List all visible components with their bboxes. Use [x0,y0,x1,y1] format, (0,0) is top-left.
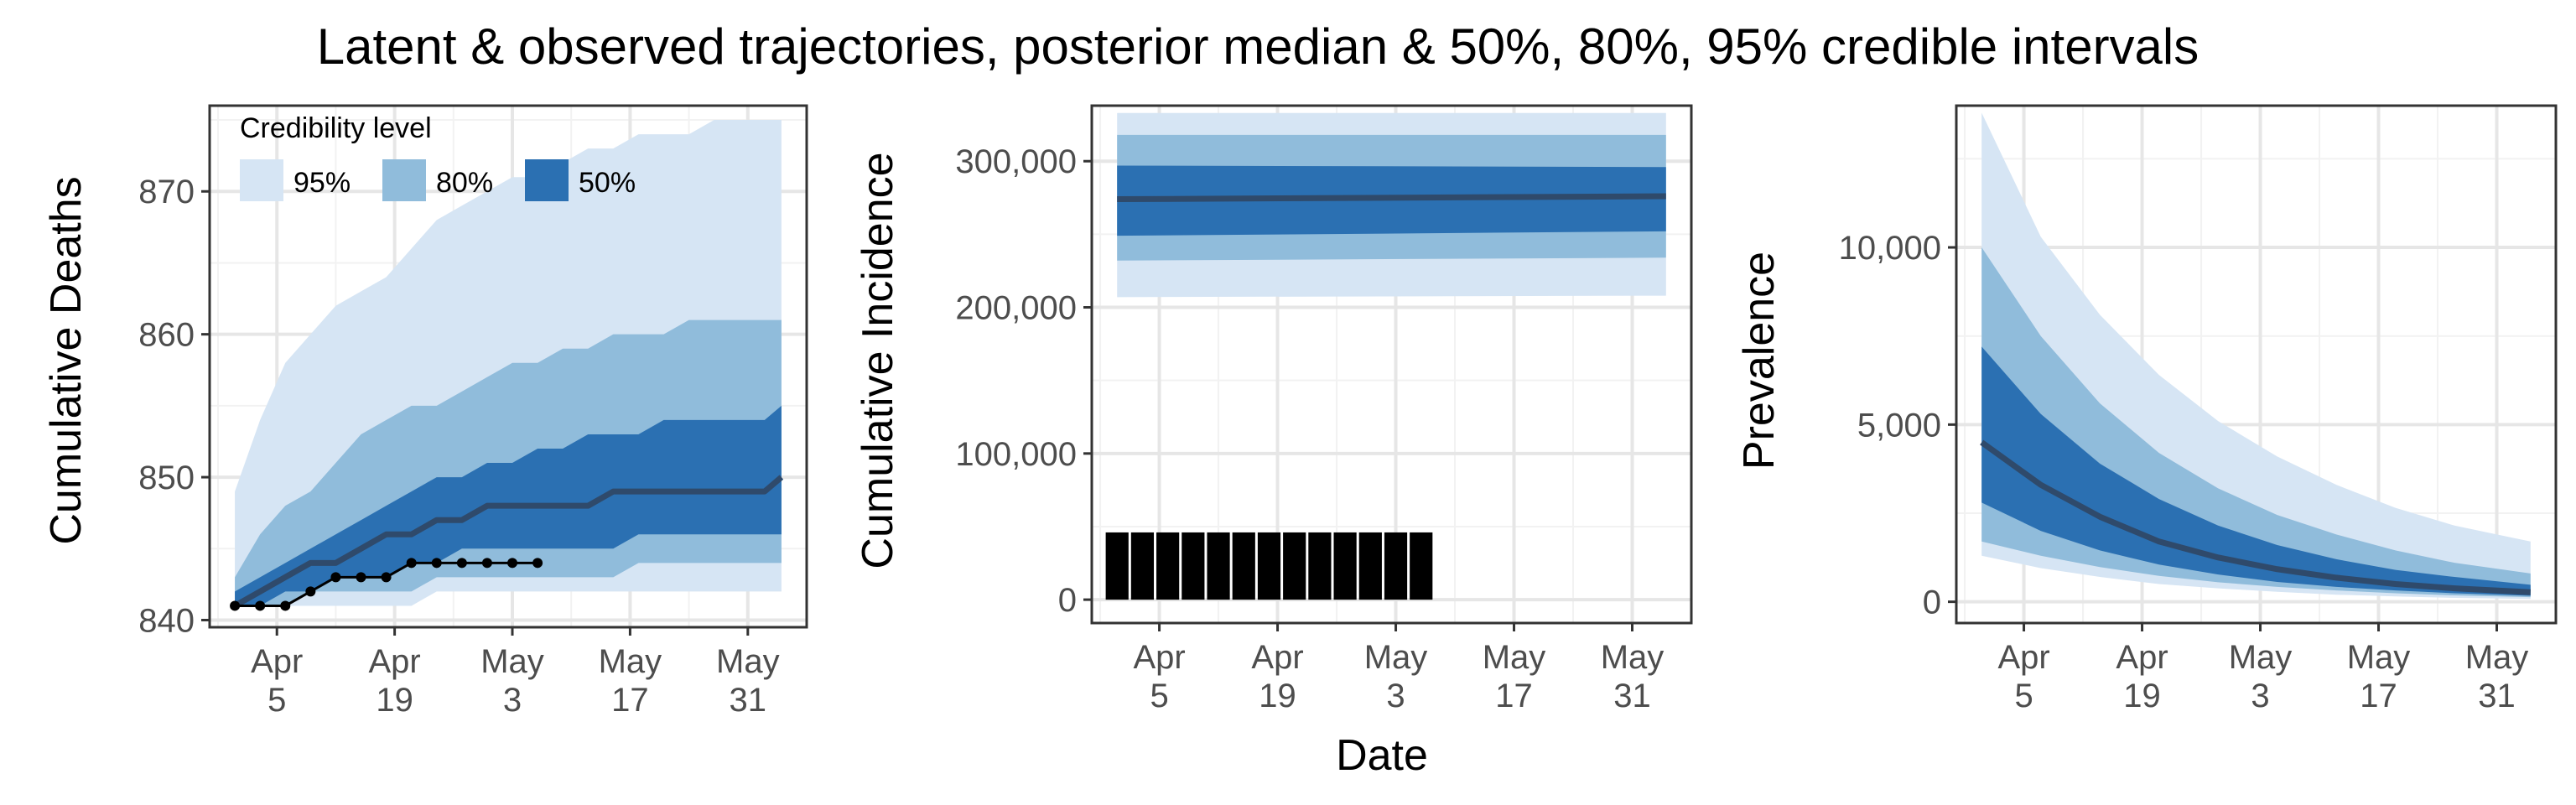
observed-bar [1308,532,1332,600]
observed-bar [1333,532,1357,600]
median-line [1980,439,2531,595]
y-tick-label: 0 [1923,584,1941,621]
y-tick-label: 860 [138,317,195,354]
x-tick-label: May [2347,639,2411,676]
y-tick-label: 300,000 [955,143,1077,180]
y-tick-label: 870 [138,174,195,210]
x-tick-label: 17 [2360,678,2397,714]
x-tick-label: May [480,643,544,680]
x-tick-label: 5 [1150,678,1168,714]
legend-swatch-80 [382,159,426,201]
x-tick-label: May [2465,639,2529,676]
y-tick-label: 200,000 [955,290,1077,327]
x-tick-label: Apr [368,643,420,680]
observed-bar [1384,532,1408,600]
panel-border [1090,104,1693,625]
x-tick-label: 3 [2251,678,2269,714]
y-axis-label: Prevalence [1735,252,1784,470]
observed-bar [1283,532,1306,600]
x-tick-label: May [716,643,780,680]
y-axis-label: Cumulative Incidence [854,152,902,569]
observed-bar [1156,532,1180,600]
y-tick-label: 100,000 [955,436,1077,473]
x-tick-label: Apr [1133,639,1185,676]
x-tick-label: May [1364,639,1428,676]
observed-point [280,600,291,611]
observed-bar [1257,532,1281,600]
observed-bar [1105,532,1129,600]
median-line [233,475,784,609]
y-tick-label: 5,000 [1857,407,1941,444]
legend-swatch-50 [525,159,569,201]
legend-title: Credibility level [240,112,432,144]
legend-label-80: 80% [436,167,493,199]
observed-bar [1358,532,1382,600]
x-tick-label: 31 [730,682,767,719]
x-tick-label: Apr [2116,639,2168,676]
x-tick-label: 5 [2014,678,2033,714]
observed-bar [1410,532,1433,600]
observed-point [507,558,518,569]
observed-point [230,600,241,611]
observed-point [431,558,442,569]
observed-point [305,586,316,597]
x-tick-label: 3 [503,682,522,719]
panel-cumulative-incidence: Cumulative Incidence 0 100,000 200,000 300,… [854,104,1693,714]
x-tick-label: May [1483,639,1546,676]
x-tick-label: May [2229,639,2293,676]
y-tick-label: 840 [138,602,195,639]
legend: Credibility level 95% 80% 50% [240,112,636,201]
x-tick-label: 3 [1386,678,1405,714]
x-tick-label: 17 [611,682,649,719]
observed-point [456,558,467,569]
band-50 [1981,346,2531,596]
observed-point [532,558,543,569]
observed-point [356,572,366,583]
observed-point [255,600,266,611]
panel-border [1955,104,2558,625]
plot-area: 0100,000200,000300,000Apr5Apr19May3May17… [955,104,1693,714]
panel-border [208,104,808,629]
observed-point [330,572,341,583]
x-tick-label: May [1601,639,1665,676]
figure-title: Latent & observed trajectories, posterio… [317,18,2199,75]
observed-point [381,572,392,583]
x-tick-label: 19 [1259,678,1296,714]
observed-bar [1130,532,1155,600]
x-tick-label: Apr [251,643,303,680]
x-tick-label: Apr [1997,639,2049,676]
y-tick-label: 10,000 [1839,230,1941,267]
x-axis-label: Date [1336,731,1428,780]
y-axis-label: Cumulative Deaths [42,176,91,544]
observed-bar [1182,532,1205,600]
observed-point [406,558,417,569]
legend-label-95: 95% [293,167,351,199]
median-line [1117,193,1666,203]
x-tick-label: 31 [1613,678,1651,714]
x-tick-label: 19 [376,682,413,719]
observed-bar [1232,532,1255,600]
x-tick-label: Apr [1251,639,1303,676]
x-tick-label: 5 [267,682,286,719]
x-tick-label: 17 [1495,678,1533,714]
x-tick-label: 19 [2123,678,2161,714]
legend-swatch-95 [240,159,283,201]
y-tick-label: 850 [138,460,195,496]
legend-label-50: 50% [579,167,636,199]
observed-point [481,558,492,569]
panel-prevalence: Prevalence 05,00010,000Apr5Apr19May3May1… [1735,104,2558,714]
panel-cumulative-deaths: Cumulative Deaths 840850860870Apr5Apr19M… [42,104,808,719]
y-tick-label: 0 [1058,582,1077,619]
observed-bar [1207,532,1230,600]
x-tick-label: May [599,643,662,680]
x-tick-label: 31 [2478,678,2516,714]
